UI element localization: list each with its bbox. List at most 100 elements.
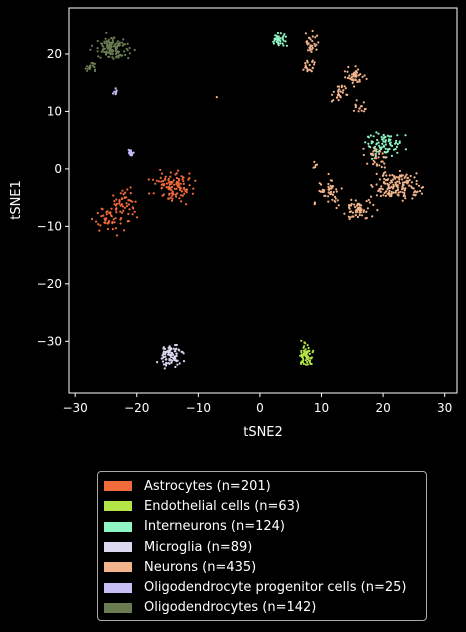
- data-point: [378, 178, 381, 181]
- data-point: [90, 61, 93, 65]
- data-point: [311, 67, 314, 70]
- data-point: [302, 349, 305, 352]
- data-point: [351, 215, 354, 218]
- data-point: [86, 69, 89, 72]
- data-point: [127, 212, 130, 216]
- data-point: [185, 191, 188, 194]
- data-point: [96, 211, 99, 215]
- data-point: [348, 210, 351, 214]
- data-point: [135, 216, 139, 219]
- data-point: [306, 70, 309, 73]
- data-point: [311, 46, 314, 50]
- data-point: [129, 186, 132, 189]
- data-point: [113, 36, 116, 39]
- data-point: [375, 142, 378, 145]
- data-point: [177, 177, 180, 181]
- data-point: [170, 192, 173, 195]
- data-point: [327, 185, 330, 188]
- data-point: [401, 178, 404, 181]
- legend-swatch: [104, 501, 132, 512]
- data-point: [357, 68, 360, 71]
- data-point: [98, 229, 101, 232]
- data-point: [170, 189, 173, 192]
- data-point: [121, 211, 124, 214]
- data-point: [394, 191, 397, 194]
- data-point: [112, 57, 115, 60]
- data-point: [354, 214, 357, 217]
- data-point: [381, 142, 384, 145]
- data-point: [318, 182, 321, 185]
- data-point: [390, 194, 393, 198]
- data-point: [127, 220, 130, 223]
- data-point: [167, 188, 170, 191]
- data-point: [105, 213, 108, 216]
- data-point: [353, 203, 356, 206]
- data-point: [413, 191, 416, 194]
- data-point: [180, 200, 183, 203]
- data-point: [114, 93, 117, 96]
- data-point: [401, 181, 404, 184]
- data-point: [354, 199, 357, 202]
- data-point: [162, 353, 165, 356]
- data-point: [377, 141, 380, 144]
- data-point: [307, 346, 310, 350]
- data-point: [169, 355, 172, 358]
- data-point: [194, 179, 197, 182]
- data-point: [382, 172, 385, 175]
- data-point: [358, 80, 361, 83]
- legend-item: Microglia (n=89): [104, 537, 420, 557]
- data-point: [105, 40, 108, 43]
- data-point: [159, 176, 162, 179]
- data-point: [306, 360, 309, 364]
- data-point: [179, 189, 182, 192]
- data-point: [318, 189, 321, 193]
- data-point: [311, 35, 314, 38]
- data-point: [162, 179, 165, 183]
- data-point: [332, 191, 335, 194]
- data-point: [173, 356, 176, 359]
- data-point: [311, 59, 314, 62]
- data-point: [378, 149, 381, 152]
- data-point: [347, 65, 350, 69]
- data-point: [390, 135, 393, 138]
- data-point: [308, 361, 311, 364]
- data-point: [390, 181, 394, 184]
- data-point: [337, 204, 340, 207]
- data-point: [380, 136, 383, 139]
- x-axis-label: tSNE2: [243, 425, 283, 440]
- data-point: [364, 141, 367, 144]
- data-point: [176, 192, 179, 195]
- data-point: [129, 151, 132, 154]
- data-point: [160, 186, 164, 189]
- data-point: [389, 144, 392, 147]
- data-point: [125, 47, 128, 50]
- data-point: [387, 191, 391, 194]
- data-point: [384, 194, 387, 197]
- data-point: [348, 217, 351, 221]
- data-point: [175, 177, 179, 180]
- data-point: [384, 147, 387, 150]
- data-point: [120, 197, 124, 200]
- data-point: [104, 221, 107, 225]
- data-point: [355, 99, 358, 102]
- data-point: [354, 206, 357, 209]
- data-point: [114, 87, 117, 90]
- data-point: [93, 69, 97, 73]
- data-point: [128, 46, 131, 50]
- data-point: [272, 40, 275, 43]
- data-point: [397, 194, 400, 197]
- data-point: [115, 47, 118, 50]
- data-point: [119, 204, 122, 207]
- data-point: [390, 179, 393, 182]
- data-point: [133, 210, 136, 213]
- data-point: [170, 351, 173, 355]
- data-point: [309, 38, 312, 41]
- data-point: [117, 44, 120, 47]
- data-point: [344, 76, 347, 79]
- data-point: [308, 63, 311, 67]
- data-point: [165, 186, 168, 189]
- data-point: [390, 192, 393, 195]
- data-point: [335, 188, 338, 191]
- data-point: [375, 164, 378, 167]
- data-point: [347, 76, 350, 79]
